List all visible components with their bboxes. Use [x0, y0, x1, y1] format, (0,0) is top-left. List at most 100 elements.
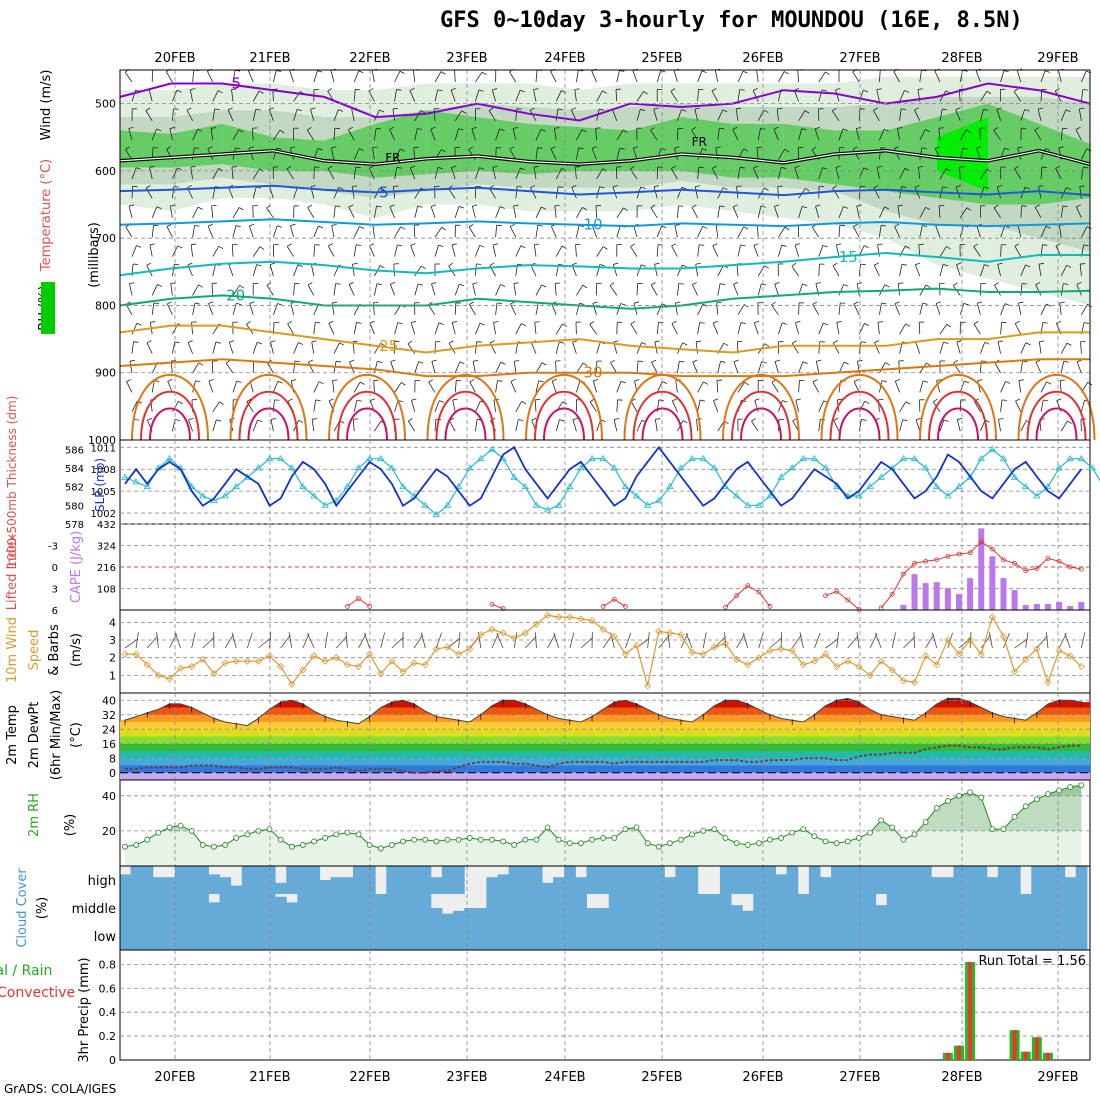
wind-barb-flag — [1014, 320, 1020, 324]
wind-barb — [430, 128, 436, 141]
wind-barb-flag — [671, 165, 676, 170]
wind-barb — [374, 205, 377, 218]
wind-barb — [225, 362, 234, 374]
wind-barb — [799, 632, 804, 649]
cloud-cell — [186, 866, 198, 894]
wind-barb — [853, 381, 860, 393]
wind-barb-flag — [943, 264, 949, 267]
wind-barb — [697, 322, 701, 335]
rh-point — [1011, 813, 1018, 820]
wind-speed-point — [899, 677, 907, 685]
wind-barb — [899, 419, 904, 432]
wind-barb-flag — [753, 165, 759, 169]
wind-barb-flag — [843, 283, 849, 287]
wind-barb — [492, 244, 496, 257]
cloud-cell — [542, 894, 554, 922]
wind-barb — [269, 264, 274, 277]
wind-barb-flag — [438, 244, 444, 247]
surface-isotherm — [829, 390, 890, 441]
run-total-label: Run Total = 1.56 — [978, 954, 1086, 969]
wind-barb-flag — [315, 321, 321, 324]
wind-barb-flag — [1038, 185, 1044, 188]
wind-barb-flag — [270, 340, 276, 343]
rh-point — [233, 835, 240, 841]
cloud-cell — [597, 922, 610, 950]
wind-barb-flag — [136, 245, 142, 248]
cloud-cell — [308, 866, 321, 894]
lifted-index-point — [1001, 557, 1006, 563]
cloud-cell — [497, 922, 510, 950]
wind-barb — [232, 285, 240, 296]
cloud-cell — [731, 866, 743, 894]
wind-barb — [491, 89, 496, 102]
wind-barb-flag — [1056, 398, 1062, 402]
wind-barb — [529, 110, 537, 121]
cloud-cell — [753, 894, 765, 922]
rh-point — [1078, 782, 1085, 789]
cloud-cell — [453, 866, 465, 894]
wind-barb — [1055, 168, 1062, 180]
wind-barb — [290, 225, 294, 238]
wind-barb — [1060, 205, 1064, 218]
wind-barb-flag — [153, 224, 159, 227]
wind-barb — [433, 108, 436, 121]
wind-barb-flag — [145, 107, 151, 111]
wind-barb — [131, 89, 137, 102]
thickness-tick-label: 586 — [65, 445, 84, 456]
cloud-cell — [419, 894, 432, 922]
wind-barb — [458, 632, 461, 649]
wind-barb-flag — [698, 166, 704, 168]
cloud-cell — [497, 894, 510, 922]
wind-barb-flag — [136, 322, 142, 326]
wind-barb — [530, 342, 537, 354]
cloud-cell — [1020, 922, 1032, 950]
wind-barb — [331, 225, 335, 238]
thickness-point — [977, 454, 985, 462]
wind-barb-flag — [998, 418, 1004, 420]
wind-barb-flag — [125, 146, 130, 150]
cape-bar — [911, 574, 918, 610]
wind-barb — [769, 637, 783, 649]
wind-barb — [535, 70, 538, 83]
wind-barb — [636, 361, 639, 374]
wind-barb — [667, 632, 671, 649]
wind-barb — [389, 284, 395, 296]
wind-barb-flag — [670, 88, 676, 92]
wind-barb — [835, 244, 840, 257]
wind-barb — [589, 324, 597, 335]
wind-barb-flag — [915, 262, 921, 266]
wind-barb-flag — [149, 165, 155, 168]
date-label-top: 23FEB — [446, 51, 487, 66]
wind-barb-flag — [493, 243, 499, 246]
wind-barb-flag — [317, 70, 323, 73]
wind-barb-flag — [441, 149, 446, 153]
wind-barb — [394, 400, 399, 412]
wind-barb-flag — [574, 88, 580, 90]
wind-barb — [647, 632, 650, 649]
wind-barb-flag — [711, 88, 717, 92]
wind-barb-flag — [837, 398, 843, 401]
wind-barb — [1014, 246, 1022, 257]
cloud-cell — [1042, 922, 1055, 950]
wind-barb — [856, 632, 860, 649]
cloud-cell — [352, 894, 365, 922]
cloud-cell — [219, 894, 232, 922]
wind-barb-flag — [1024, 186, 1030, 190]
cloud-cell — [964, 894, 977, 922]
cloud-cell — [664, 877, 676, 894]
wind-barb — [973, 246, 981, 257]
vertical-gridlines — [174, 780, 1059, 866]
wind-barb — [172, 90, 178, 102]
ylabel-precip-total: tal / Rain — [0, 963, 52, 979]
wind-barb-flag — [497, 302, 503, 304]
temp-tick-label: 16 — [102, 738, 116, 751]
wind-barb — [333, 342, 340, 354]
wind-barb-flag — [379, 109, 385, 113]
wind-barb-flag — [197, 206, 203, 210]
wind-barb — [272, 89, 274, 102]
wind-speed-point — [688, 648, 696, 656]
wind-barb — [535, 147, 538, 160]
wind-barb — [838, 302, 841, 315]
wind-barb-flag — [640, 186, 646, 189]
cloud-cell — [897, 866, 910, 894]
